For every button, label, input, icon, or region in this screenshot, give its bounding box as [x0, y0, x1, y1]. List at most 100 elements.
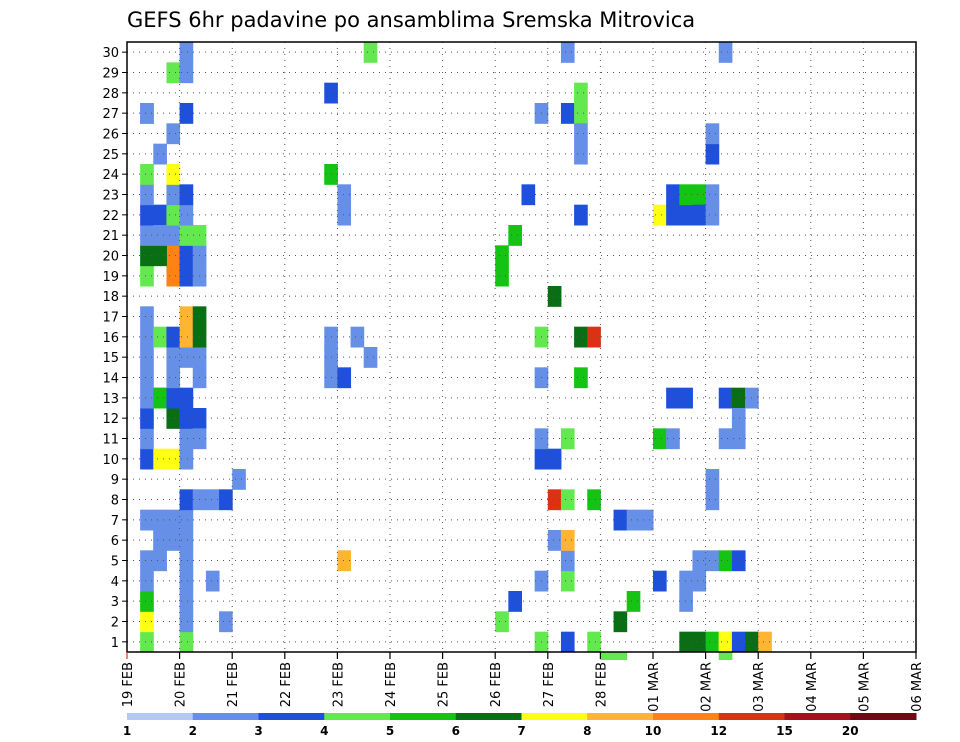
y-tick-label: 18 — [102, 290, 119, 305]
precip-cell — [179, 550, 194, 572]
y-tick-label: 6 — [111, 534, 119, 549]
precip-cell — [153, 509, 167, 531]
precip-cell — [179, 204, 194, 226]
precip-cell — [166, 387, 181, 409]
precip-cell — [718, 387, 733, 409]
precip-cell — [140, 347, 154, 368]
y-tick-label: 5 — [111, 555, 119, 570]
precip-cell — [705, 631, 720, 653]
precip-cell — [613, 509, 628, 531]
precip-cell — [705, 204, 720, 226]
precip-cell — [679, 591, 693, 612]
precip-cell — [140, 225, 154, 246]
precip-cell — [205, 570, 220, 592]
y-tick-label: 26 — [102, 128, 119, 143]
precip-cell — [639, 509, 654, 531]
legend-label: 3 — [254, 724, 262, 738]
x-tick-label: 01 MAR — [647, 662, 662, 712]
precip-cell — [495, 611, 509, 633]
precip-cell — [179, 326, 194, 348]
precip-cell — [219, 489, 233, 511]
precip-cell — [153, 550, 167, 572]
precip-cell — [140, 591, 154, 612]
precip-cell — [140, 326, 154, 348]
precip-cell — [153, 245, 167, 267]
y-tick-label: 19 — [102, 270, 119, 285]
chart-title: GEFS 6hr padavine po ansamblima Sremska … — [127, 8, 695, 32]
precip-cell — [179, 306, 194, 328]
precip-cell — [574, 103, 588, 124]
precip-cell — [574, 367, 588, 389]
x-axis: 19 FEB 20 FEB 21 FEB 22 FEB 23 FEB 24 FEB 25 F… — [121, 652, 925, 712]
precip-cell — [692, 550, 707, 572]
precip-cell — [179, 509, 194, 531]
precip-cell — [705, 469, 720, 490]
y-tick-label: 17 — [102, 311, 119, 326]
precip-cell — [166, 448, 181, 470]
legend-label: 6 — [452, 724, 460, 738]
precip-cell — [153, 530, 167, 551]
precip-cell — [731, 408, 746, 429]
precip-cell — [179, 611, 194, 633]
precip-cell — [179, 103, 194, 124]
precip-cell — [705, 123, 720, 145]
precip-cell — [363, 347, 378, 368]
precip-cell — [166, 408, 181, 429]
y-tick-label: 12 — [102, 412, 119, 427]
y-tick-label: 24 — [102, 168, 119, 183]
y-tick-label: 28 — [102, 87, 119, 102]
x-tick-label: 24 FEB — [384, 662, 399, 707]
x-tick-label: 22 FEB — [279, 662, 294, 707]
legend-label: 2 — [189, 724, 197, 738]
precip-cell — [613, 652, 628, 660]
legend-label: 7 — [517, 724, 525, 738]
precip-cell — [140, 164, 154, 185]
x-tick-label: 05 MAR — [857, 662, 872, 712]
precip-cell — [731, 550, 746, 572]
precip-cell — [547, 530, 562, 551]
precip-cell — [574, 204, 588, 226]
precip-cell — [166, 367, 181, 389]
precip-cell — [337, 550, 352, 572]
legend-swatch — [127, 713, 194, 720]
precip-cell — [587, 489, 601, 511]
y-tick-label: 16 — [102, 331, 119, 346]
y-axis: 1234567891011121314151617181920212223242… — [102, 46, 127, 651]
precip-cell — [166, 265, 181, 287]
legend-swatch — [192, 713, 259, 720]
precip-cell — [560, 103, 575, 124]
precip-cell — [140, 265, 154, 287]
precip-cell — [337, 204, 352, 226]
precip-cell — [547, 286, 562, 307]
precip-cell — [666, 428, 680, 450]
legend-swatch — [324, 713, 391, 720]
y-tick-label: 2 — [111, 616, 119, 631]
precip-cell — [666, 204, 680, 226]
y-tick-label: 15 — [102, 351, 119, 366]
precip-cell — [600, 652, 615, 660]
precip-cell — [166, 326, 181, 348]
precip-cell — [140, 448, 154, 470]
legend-swatch — [587, 713, 654, 720]
precip-cell — [547, 448, 562, 470]
precip-cell — [508, 591, 522, 612]
precip-cell — [166, 123, 181, 145]
legend-swatch — [653, 713, 720, 720]
legend-label: 20 — [842, 724, 859, 738]
precip-cell — [140, 204, 154, 226]
precip-cell — [718, 550, 733, 572]
precip-cell — [337, 367, 352, 389]
precip-cell — [653, 204, 667, 226]
precip-cell — [718, 428, 733, 450]
precip-cell — [179, 489, 194, 511]
y-tick-label: 14 — [102, 372, 119, 387]
x-tick-label: 19 FEB — [121, 662, 136, 707]
precip-cell — [350, 326, 365, 348]
precip-cell — [179, 245, 194, 267]
legend-label: 10 — [645, 724, 662, 738]
precip-cell — [179, 631, 194, 653]
precip-cell — [140, 387, 154, 409]
precip-cell — [166, 62, 181, 84]
precip-cell — [560, 42, 575, 63]
precip-cell — [153, 387, 167, 409]
